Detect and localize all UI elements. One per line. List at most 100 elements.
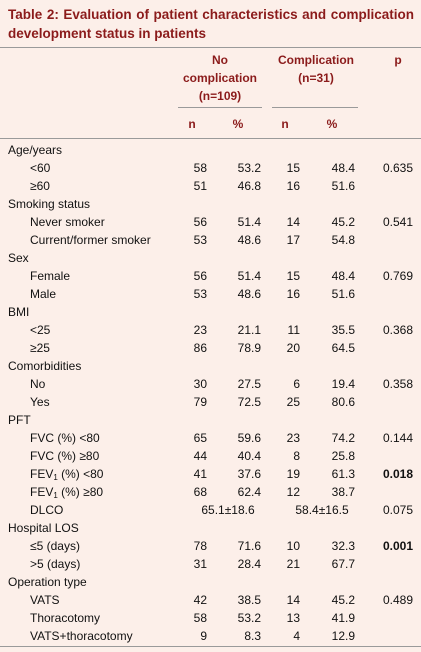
section-label: Hospital LOS bbox=[8, 521, 79, 535]
cell: 46.8 bbox=[237, 179, 261, 193]
cell: 51.6 bbox=[331, 287, 355, 301]
cell: 54.8 bbox=[331, 233, 355, 247]
row-label: No bbox=[30, 377, 46, 391]
cell: 51.4 bbox=[237, 215, 261, 229]
cell: 41 bbox=[193, 467, 207, 481]
cell: 12 bbox=[286, 485, 300, 499]
p-value: 0.769 bbox=[382, 269, 413, 283]
cell: 23 bbox=[286, 431, 300, 445]
p-value: 0.018 bbox=[382, 467, 413, 481]
cell: 58 bbox=[193, 161, 207, 175]
cell: 27.5 bbox=[237, 377, 261, 391]
row-label: VATS bbox=[30, 593, 60, 607]
cell: 13 bbox=[286, 611, 300, 625]
cell: 53 bbox=[193, 287, 207, 301]
cell: 14 bbox=[286, 593, 300, 607]
p-value: 0.144 bbox=[382, 431, 413, 445]
cell: 48.6 bbox=[237, 233, 261, 247]
cell: 72.5 bbox=[237, 395, 261, 409]
cell: 53 bbox=[193, 233, 207, 247]
cell: 38.5 bbox=[237, 593, 261, 607]
cell: 16 bbox=[286, 287, 300, 301]
cell: 16 bbox=[286, 179, 300, 193]
cell: 21 bbox=[286, 557, 300, 571]
cell: 15 bbox=[286, 269, 300, 283]
cell: 79 bbox=[193, 395, 207, 409]
cell: 48.6 bbox=[237, 287, 261, 301]
row-label: FEV1 (%) ≥80 bbox=[30, 483, 103, 505]
cell: 8 bbox=[293, 449, 300, 463]
row-label: FEV1 (%) <80 bbox=[30, 465, 103, 487]
cell: 59.6 bbox=[237, 431, 261, 445]
row-label: DLCO bbox=[30, 503, 64, 517]
cell: 38.7 bbox=[331, 485, 355, 499]
subheader: % bbox=[326, 117, 338, 131]
rule bbox=[0, 47, 421, 48]
cell: 51.6 bbox=[331, 179, 355, 193]
cell: 61.3 bbox=[331, 467, 355, 481]
cell: 44 bbox=[193, 449, 207, 463]
section-label: Smoking status bbox=[8, 197, 91, 211]
p-value: 0.368 bbox=[382, 323, 413, 337]
cell: 14 bbox=[286, 215, 300, 229]
cell: 67.7 bbox=[331, 557, 355, 571]
p-header: p bbox=[394, 53, 402, 67]
cell: 65 bbox=[193, 431, 207, 445]
cell: 48.4 bbox=[331, 269, 355, 283]
cell: 11 bbox=[287, 323, 300, 337]
label-part: 1 bbox=[53, 491, 58, 500]
section-label: PFT bbox=[8, 413, 31, 427]
cell: 71.6 bbox=[237, 539, 261, 553]
cell: 64.5 bbox=[331, 341, 355, 355]
cell: 78 bbox=[193, 539, 207, 553]
row-label: <25 bbox=[30, 323, 51, 337]
row-label: VATS+thoracotomy bbox=[30, 629, 133, 643]
cell: 42 bbox=[193, 593, 207, 607]
section-label: Comorbidities bbox=[8, 359, 82, 373]
group-header: No complication (n=109) bbox=[182, 53, 257, 103]
cell: 62.4 bbox=[237, 485, 261, 499]
p-value: 0.001 bbox=[382, 539, 413, 553]
cell: 78.9 bbox=[237, 341, 261, 355]
cell: 10 bbox=[286, 539, 300, 553]
rule bbox=[178, 107, 262, 108]
cell: 37.6 bbox=[237, 467, 261, 481]
row-label: ≤5 (days) bbox=[30, 539, 80, 553]
cell: 9 bbox=[200, 629, 207, 643]
cell: 6 bbox=[293, 377, 300, 391]
rule bbox=[0, 138, 421, 139]
row-label: >5 (days) bbox=[30, 557, 81, 571]
cell: 45.2 bbox=[331, 593, 355, 607]
p-value: 0.489 bbox=[382, 593, 413, 607]
cell: 41.9 bbox=[331, 611, 355, 625]
rule bbox=[272, 107, 358, 108]
row-label: FVC (%) ≥80 bbox=[30, 449, 100, 463]
cell: 21.1 bbox=[237, 323, 261, 337]
cell: 19 bbox=[286, 467, 300, 481]
cell: 65.1±18.6 bbox=[201, 503, 255, 517]
row-label: ≥60 bbox=[30, 179, 50, 193]
row-label: Female bbox=[30, 269, 71, 283]
cell: 58 bbox=[193, 611, 207, 625]
subheader: n bbox=[281, 117, 289, 131]
subheader: % bbox=[232, 117, 244, 131]
label-part: (%) ≥80 bbox=[57, 485, 104, 499]
cell: 32.3 bbox=[331, 539, 355, 553]
cell: 74.2 bbox=[331, 431, 355, 445]
row-label: Never smoker bbox=[30, 215, 105, 229]
cell: 53.2 bbox=[237, 611, 261, 625]
row-label: Yes bbox=[30, 395, 50, 409]
row-label: ≥25 bbox=[30, 341, 50, 355]
cell: 68 bbox=[193, 485, 207, 499]
label-part: FEV bbox=[30, 467, 54, 481]
cell: 58.4±16.5 bbox=[295, 503, 349, 517]
row-label: Male bbox=[30, 287, 57, 301]
cell: 40.4 bbox=[237, 449, 261, 463]
cell: 30 bbox=[193, 377, 207, 391]
cell: 25.8 bbox=[331, 449, 355, 463]
row-label: Current/former smoker bbox=[30, 233, 151, 247]
cell: 25 bbox=[286, 395, 300, 409]
p-value: 0.358 bbox=[382, 377, 413, 391]
cell: 53.2 bbox=[237, 161, 261, 175]
section-label: Operation type bbox=[8, 575, 87, 589]
